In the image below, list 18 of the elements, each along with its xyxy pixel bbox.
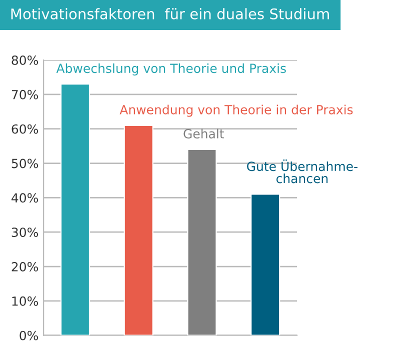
bar [250,194,280,336]
y-tick-label: 60% [12,124,38,134]
y-tick-label: 0% [20,330,38,340]
bar [124,124,154,336]
y-tick-label: 20% [12,262,38,272]
y-tick-label: 40% [12,193,38,203]
annotation: Gute Übernahme- chancen [247,160,358,184]
annotation: Anwendung von Theorie in der Praxis [120,104,353,117]
y-tick-label: 70% [12,90,38,100]
bar [60,84,90,336]
y-tick-label: 10% [12,296,38,306]
annotation: Abwechslung von Theorie und Praxis [56,63,286,76]
y-tick-label: 80% [12,55,38,65]
annotation: Gehalt [184,128,224,138]
y-tick-label: 50% [12,158,38,168]
bar [187,148,217,336]
y-tick-label: 30% [12,228,38,238]
chart-title: Motivationsfaktoren für ein duales Studium [11,8,329,20]
